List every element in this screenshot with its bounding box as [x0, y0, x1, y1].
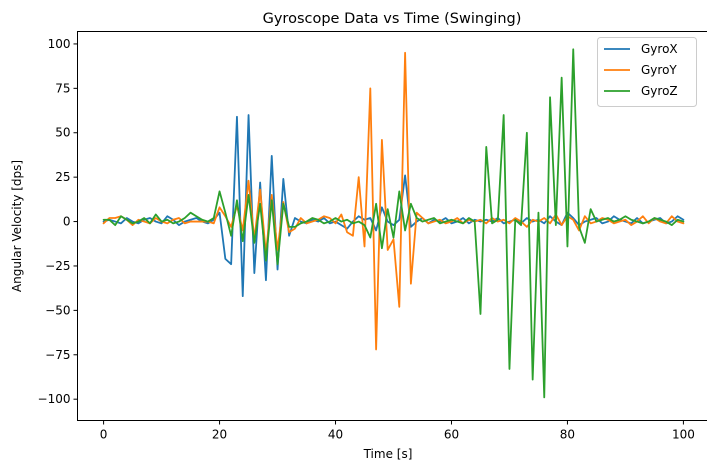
y-tick-label: 100 [48, 37, 71, 51]
x-tick-label: 20 [212, 428, 227, 442]
y-tick-label: 50 [55, 126, 70, 140]
series-line-gyrox [102, 114, 685, 298]
x-tick-label: 80 [560, 428, 575, 442]
y-axis-label: Angular Velocity [dps] [10, 160, 24, 292]
legend-label-gyroz: GyroZ [641, 84, 678, 98]
y-tick-label: 75 [55, 81, 70, 95]
legend-label-gyrox: GyroX [641, 42, 678, 56]
plot-frame [77, 31, 707, 421]
y-tick-label: −50 [45, 303, 70, 317]
x-axis: 0 20 40 60 80 100 [100, 420, 695, 442]
plot-area: 0 20 40 60 80 100 −100 −75 −50 −25 0 25 50 75 100 [38, 31, 707, 442]
chart-title: Gyroscope Data vs Time (Swinging) [263, 11, 522, 27]
y-tick-label: −100 [38, 392, 71, 406]
x-tick-label: 100 [672, 428, 695, 442]
legend-box [597, 37, 697, 107]
y-tick-label: 25 [55, 170, 70, 184]
x-tick-label: 0 [100, 428, 108, 442]
series-layer [102, 48, 685, 399]
legend: GyroX GyroY GyroZ [597, 37, 697, 107]
x-axis-label: Time [s] [363, 447, 413, 461]
y-tick-label: −75 [45, 348, 70, 362]
y-tick-label: 0 [63, 215, 71, 229]
x-tick-label: 40 [328, 428, 343, 442]
series-line-gyroy [102, 51, 685, 351]
series-line-gyroz [102, 48, 685, 399]
x-tick-label: 60 [444, 428, 459, 442]
y-tick-label: −25 [45, 259, 70, 273]
y-axis: −100 −75 −50 −25 0 25 50 75 100 [38, 37, 78, 406]
legend-label-gyroy: GyroY [641, 63, 677, 77]
legend-entries: GyroX GyroY GyroZ [604, 42, 678, 98]
